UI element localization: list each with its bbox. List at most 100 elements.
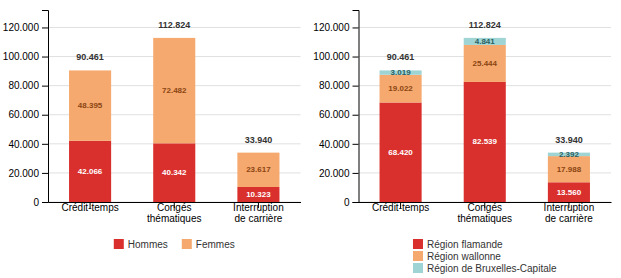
y-axis: 0 20.000 40.000 60.000 80.000 100.000 120.000 <box>313 11 359 208</box>
y-tick-mark <box>42 27 48 28</box>
y-tick-mark <box>353 57 359 58</box>
value-label: 17.988 <box>557 165 582 174</box>
y-tick-label: 60.000 <box>319 109 350 120</box>
x-tick: Interruptionde carrière <box>233 202 284 224</box>
x-tick-label-line: Congés <box>468 202 502 213</box>
bars <box>380 38 590 202</box>
y-tick-label: 120.000 <box>313 22 350 33</box>
y-tick-mark <box>42 115 48 116</box>
legend-swatch <box>413 263 423 273</box>
x-tick: Interruptionde carrière <box>544 202 595 224</box>
y-tick: 20.000 <box>8 168 48 179</box>
x-tick-label-line: thématiques <box>147 213 201 224</box>
x-tick-label-line: de carrière <box>235 213 283 224</box>
x-axis: Crédit-temps Congésthématiques Interruptio… <box>49 202 302 224</box>
y-tick: 120.000 <box>313 22 358 33</box>
y-tick: 80.000 <box>319 80 359 91</box>
legend-label: Région de Bruxelles-Capitale <box>427 263 557 274</box>
bar <box>69 70 111 140</box>
x-tick-label: Crédit-temps <box>372 202 429 213</box>
bar <box>464 82 506 202</box>
x-tick-label: Crédit-temps <box>61 202 118 213</box>
x-axis: Crédit-temps Congésthématiques Interruptio… <box>359 202 612 224</box>
value-label: 42.066 <box>78 167 103 176</box>
y-tick-mark <box>42 86 48 87</box>
x-tick: Crédit-temps <box>372 202 429 213</box>
y-tick: 40.000 <box>319 139 359 150</box>
total-label: 33.940 <box>555 135 583 145</box>
y-tick-label: 80.000 <box>319 80 350 91</box>
legend-item: Région de Bruxelles-Capitale <box>413 263 557 274</box>
value-label: 19.022 <box>388 84 413 93</box>
y-tick-mark <box>42 173 48 174</box>
total-label: 90.461 <box>76 52 104 62</box>
y-tick-label: 40.000 <box>319 139 350 150</box>
value-label: 82.539 <box>473 137 498 146</box>
legend-item: Région flamande <box>413 239 503 250</box>
x-tick: Congésthématiques <box>147 202 201 224</box>
y-tick-mark <box>353 202 359 203</box>
y-tick: 20.000 <box>319 168 359 179</box>
y-tick: 80.000 <box>8 80 48 91</box>
bar <box>548 156 590 182</box>
bar <box>548 182 590 202</box>
x-tick-label-line: thématiques <box>458 213 512 224</box>
y-tick-mark <box>353 115 359 116</box>
y-tick-label: 80.000 <box>8 80 39 91</box>
y-tick-label: 60.000 <box>8 109 39 120</box>
value-label: 68.420 <box>388 148 413 157</box>
legend-label: Hommes <box>128 239 168 250</box>
y-tick-mark <box>353 86 359 87</box>
panel: 68.420 82.539 13.560 19.022 25.444 17.988 3.01… <box>313 11 611 274</box>
y-tick-mark <box>42 144 48 145</box>
bar <box>464 45 506 82</box>
y-tick-label: 100.000 <box>3 51 40 62</box>
value-label: 72.482 <box>162 86 187 95</box>
bar <box>153 143 195 202</box>
x-tick-label-line: Crédit-temps <box>61 202 118 213</box>
bar <box>153 38 195 143</box>
y-tick-label: 120.000 <box>3 22 40 33</box>
value-label: 25.444 <box>473 59 498 68</box>
y-tick-label: 100.000 <box>313 51 350 62</box>
bars <box>69 38 279 202</box>
legend-item: Hommes <box>114 239 168 250</box>
y-tick: 40.000 <box>8 139 48 150</box>
total-label: 33.940 <box>245 135 273 145</box>
total-label: 90.461 <box>387 52 415 62</box>
y-tick-mark <box>353 144 359 145</box>
bar <box>380 102 422 202</box>
y-tick-mark <box>42 57 48 58</box>
y-tick: 60.000 <box>319 109 359 120</box>
bar <box>237 153 279 187</box>
legend-label: Région wallonne <box>427 251 501 262</box>
value-label: 4.841 <box>475 37 496 46</box>
y-tick-label: 0 <box>33 197 39 208</box>
legend: Région flamandeRégion wallonneRégion de … <box>413 239 557 274</box>
legend-label: Région flamande <box>427 239 503 250</box>
y-tick-mark <box>353 27 359 28</box>
legend-item: Région wallonne <box>413 251 501 262</box>
legend-swatch <box>182 239 192 249</box>
x-tick-label-line: Interruption <box>233 202 284 213</box>
value-label: 10.323 <box>246 190 271 199</box>
legend-item: Femmes <box>182 239 235 250</box>
legend-swatch <box>413 251 423 261</box>
x-tick-label-line: de carrière <box>545 213 593 224</box>
y-tick: 100.000 <box>3 51 48 62</box>
y-tick: 0 <box>33 197 48 208</box>
x-tick-label-line: Crédit-temps <box>372 202 429 213</box>
y-axis: 0 20.000 40.000 60.000 80.000 100.000 120.000 <box>3 11 49 208</box>
y-tick-label: 0 <box>344 197 350 208</box>
x-tick-label-line: Interruption <box>544 202 595 213</box>
y-tick-label: 20.000 <box>319 168 350 179</box>
value-label: 40.342 <box>162 168 187 177</box>
y-tick: 100.000 <box>313 51 358 62</box>
value-label: 13.560 <box>557 188 582 197</box>
legend: Hommes Femmes <box>114 239 235 250</box>
value-label: 23.617 <box>246 165 271 174</box>
y-axis-line <box>353 11 360 203</box>
bar <box>69 141 111 202</box>
value-label: 3.019 <box>391 68 412 77</box>
y-axis-line <box>42 11 49 203</box>
